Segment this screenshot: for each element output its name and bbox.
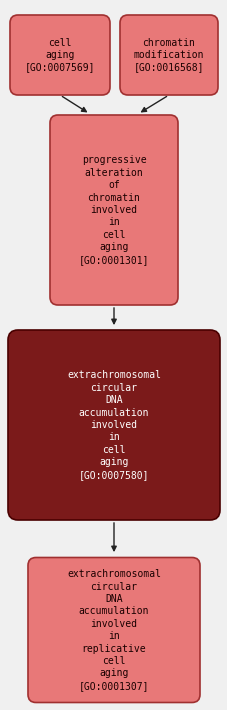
Text: extrachromosomal
circular
DNA
accumulation
involved
in
replicative
cell
aging
[G: extrachromosomal circular DNA accumulati… xyxy=(67,569,160,691)
Text: chromatin
modification
[GO:0016568]: chromatin modification [GO:0016568] xyxy=(133,38,203,72)
Text: extrachromosomal
circular
DNA
accumulation
involved
in
cell
aging
[GO:0007580]: extrachromosomal circular DNA accumulati… xyxy=(67,371,160,479)
FancyBboxPatch shape xyxy=(28,557,199,702)
FancyBboxPatch shape xyxy=(8,330,219,520)
FancyBboxPatch shape xyxy=(10,15,109,95)
FancyBboxPatch shape xyxy=(119,15,217,95)
Text: progressive
alteration
of
chromatin
involved
in
cell
aging
[GO:0001301]: progressive alteration of chromatin invo… xyxy=(78,155,149,265)
FancyBboxPatch shape xyxy=(50,115,177,305)
Text: cell
aging
[GO:0007569]: cell aging [GO:0007569] xyxy=(25,38,95,72)
